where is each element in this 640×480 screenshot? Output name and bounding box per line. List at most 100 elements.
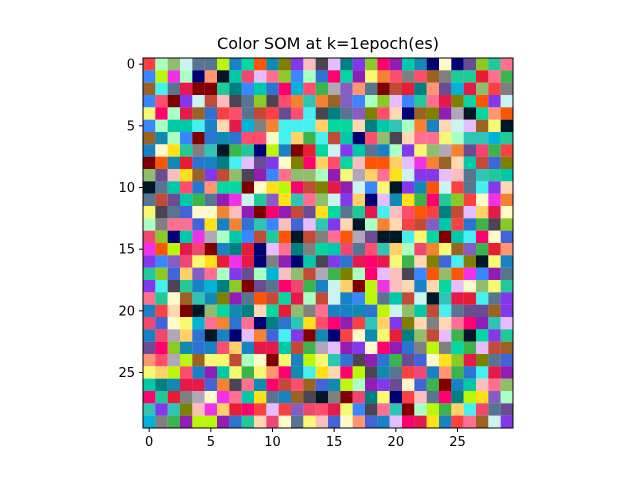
som-cell	[402, 169, 415, 182]
som-cell	[414, 267, 427, 281]
x-tick-label: 0	[145, 435, 153, 450]
som-cell	[352, 317, 366, 330]
som-cell	[414, 280, 427, 293]
som-cell	[204, 317, 218, 330]
som-cell	[377, 119, 390, 133]
som-cell	[291, 329, 304, 342]
som-cell	[328, 132, 341, 145]
som-cell	[500, 391, 514, 404]
som-cell	[500, 267, 514, 281]
som-cell	[402, 95, 415, 108]
som-cell	[167, 230, 181, 244]
som-cell	[254, 354, 267, 367]
som-cell	[278, 378, 292, 392]
som-cell	[340, 292, 353, 305]
som-cell	[500, 378, 514, 392]
som-cell	[303, 304, 316, 318]
som-cell	[402, 255, 415, 268]
som-cell	[352, 292, 366, 305]
som-cell	[389, 82, 403, 96]
som-cell	[167, 378, 181, 392]
som-cell	[192, 317, 205, 330]
som-cell	[414, 70, 427, 83]
som-cell	[328, 403, 341, 416]
som-cell	[315, 181, 329, 194]
som-cell	[328, 107, 341, 120]
som-cell	[229, 317, 242, 330]
som-cell	[377, 95, 390, 108]
som-cell	[278, 206, 292, 219]
som-cell	[476, 415, 489, 429]
som-cell	[328, 243, 341, 256]
som-cell	[315, 169, 329, 182]
som-cell	[476, 144, 489, 157]
som-cell	[278, 119, 292, 133]
som-cell	[352, 70, 366, 83]
som-cell	[451, 267, 464, 281]
som-cell	[241, 415, 255, 429]
som-cell	[291, 58, 304, 71]
som-cell	[143, 280, 156, 293]
som-cell	[266, 366, 279, 379]
som-cell	[143, 230, 156, 244]
som-cell	[315, 255, 329, 268]
som-cell	[340, 243, 353, 256]
som-cell	[254, 243, 267, 256]
som-cell	[291, 193, 304, 207]
som-cell	[303, 169, 316, 182]
som-cell	[426, 317, 440, 330]
som-cell	[365, 267, 378, 281]
som-cell	[315, 304, 329, 318]
som-cell	[402, 341, 415, 355]
som-cell	[439, 107, 452, 120]
som-cell	[377, 107, 390, 120]
som-cell	[291, 391, 304, 404]
som-cell	[180, 317, 193, 330]
som-cell	[192, 255, 205, 268]
som-cell	[229, 341, 242, 355]
som-cell	[167, 193, 181, 207]
som-cell	[217, 193, 230, 207]
som-cell	[500, 82, 514, 96]
som-cell	[266, 95, 279, 108]
som-cell	[278, 366, 292, 379]
som-cell	[352, 181, 366, 194]
som-cell	[340, 267, 353, 281]
som-cell	[451, 255, 464, 268]
som-cell	[266, 317, 279, 330]
som-cell	[155, 243, 168, 256]
som-cell	[389, 144, 403, 157]
som-cell	[278, 70, 292, 83]
som-cell	[303, 119, 316, 133]
som-cell	[241, 280, 255, 293]
som-cell	[476, 341, 489, 355]
som-cell	[315, 341, 329, 355]
som-cell	[315, 415, 329, 429]
som-cell	[414, 391, 427, 404]
som-cell	[167, 181, 181, 194]
som-cell	[377, 366, 390, 379]
som-cell	[426, 280, 440, 293]
som-cell	[328, 317, 341, 330]
som-cell	[278, 132, 292, 145]
som-cell	[377, 304, 390, 318]
som-cell	[488, 378, 501, 392]
som-cell	[143, 341, 156, 355]
som-cell	[291, 218, 304, 231]
som-cell	[488, 58, 501, 71]
som-cell	[463, 107, 477, 120]
som-cell	[426, 107, 440, 120]
som-cell	[402, 317, 415, 330]
som-cell	[500, 292, 514, 305]
som-cell	[192, 156, 205, 170]
som-cell	[402, 82, 415, 96]
som-cell	[365, 218, 378, 231]
som-cell	[291, 132, 304, 145]
som-cell	[303, 193, 316, 207]
som-cell	[143, 255, 156, 268]
som-cell	[365, 107, 378, 120]
som-cell	[451, 317, 464, 330]
som-cell	[328, 415, 341, 429]
som-cell	[303, 378, 316, 392]
som-cell	[402, 378, 415, 392]
